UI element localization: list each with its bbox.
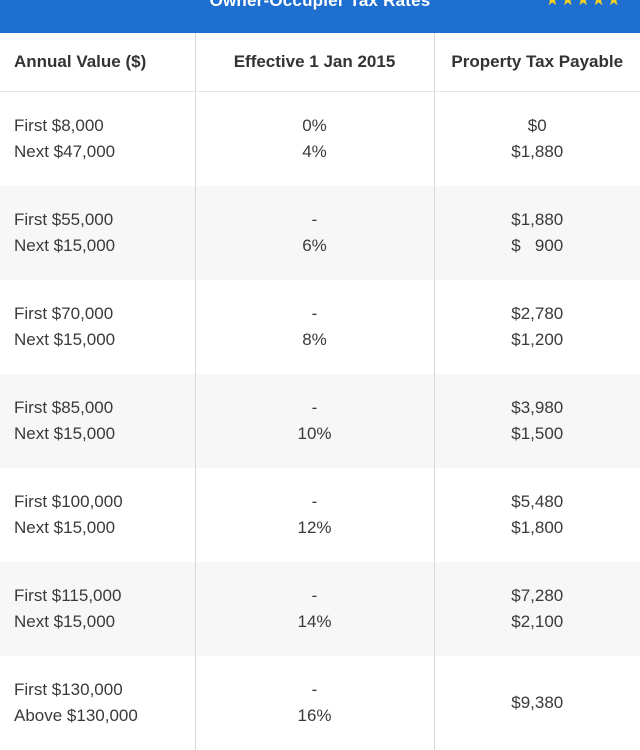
annual-value-cell-line: First $70,000 <box>14 301 195 327</box>
tax-payable-cell: $1,880$ 900 <box>434 186 640 280</box>
tax-payable-cell: $0$1,880 <box>434 92 640 187</box>
rate-cell-line: - <box>196 583 434 609</box>
annual-value-cell-line: Next $15,000 <box>14 515 195 541</box>
rate-cell-line: 6% <box>196 233 434 259</box>
annual-value-cell-line: First $100,000 <box>14 489 195 515</box>
rate-cell-line: - <box>196 677 434 703</box>
rate-cell: 0%4% <box>195 92 434 187</box>
annual-value-cell-line: Above $130,000 <box>14 703 195 729</box>
annual-value-cell-line: First $115,000 <box>14 583 195 609</box>
rate-cell-line: 8% <box>196 327 434 353</box>
rate-cell-line: 0% <box>196 113 434 139</box>
tax-payable-cell-line: $2,780 <box>435 301 640 327</box>
tax-payable-cell-line: $1,200 <box>435 327 640 353</box>
tax-payable-cell-line: $9,380 <box>435 690 640 716</box>
header-annual-value: Annual Value ($) <box>0 33 195 92</box>
rate-cell: -12% <box>195 468 434 562</box>
annual-value-cell-line: First $130,000 <box>14 677 195 703</box>
rate-cell-line: 14% <box>196 609 434 635</box>
rate-cell-line: - <box>196 489 434 515</box>
annual-value-cell-line: Next $15,000 <box>14 233 195 259</box>
title-banner: Owner-Occupier Tax Rates ★★★★★ <box>0 0 640 33</box>
tax-payable-cell: $2,780$1,200 <box>434 280 640 374</box>
tax-payable-cell: $9,380 <box>434 656 640 750</box>
rate-cell: -6% <box>195 186 434 280</box>
tax-payable-cell-line: $3,980 <box>435 395 640 421</box>
tax-rate-table: Annual Value ($) Effective 1 Jan 2015 Pr… <box>0 33 640 750</box>
tax-payable-cell: $5,480$1,800 <box>434 468 640 562</box>
annual-value-cell-line: First $8,000 <box>14 113 195 139</box>
annual-value-cell-line: Next $15,000 <box>14 327 195 353</box>
tax-payable-cell-line: $1,800 <box>435 515 640 541</box>
tax-payable-cell-line: $1,880 <box>435 207 640 233</box>
rate-cell-line: 16% <box>196 703 434 729</box>
annual-value-cell-line: First $85,000 <box>14 395 195 421</box>
rate-cell-line: - <box>196 207 434 233</box>
annual-value-cell-line: Next $15,000 <box>14 421 195 447</box>
table-header-row: Annual Value ($) Effective 1 Jan 2015 Pr… <box>0 33 640 92</box>
page-title: Owner-Occupier Tax Rates <box>0 0 640 11</box>
rate-cell: -10% <box>195 374 434 468</box>
tax-payable-cell-line: $1,500 <box>435 421 640 447</box>
header-effective-date: Effective 1 Jan 2015 <box>195 33 434 92</box>
tax-payable-cell-line: $7,280 <box>435 583 640 609</box>
header-tax-payable: Property Tax Payable <box>434 33 640 92</box>
annual-value-cell-line: Next $15,000 <box>14 609 195 635</box>
rate-cell: -14% <box>195 562 434 656</box>
annual-value-cell-line: First $55,000 <box>14 207 195 233</box>
star-decoration-icon: ★★★★★ <box>545 0 622 10</box>
rate-cell: -8% <box>195 280 434 374</box>
rate-cell-line: - <box>196 301 434 327</box>
tax-payable-cell-line: $1,880 <box>435 139 640 165</box>
tax-payable-cell: $3,980$1,500 <box>434 374 640 468</box>
annual-value-cell-line: Next $47,000 <box>14 139 195 165</box>
rate-cell: -16% <box>195 656 434 750</box>
tax-payable-cell-line: $0 <box>435 113 640 139</box>
rate-cell-line: - <box>196 395 434 421</box>
rate-cell-line: 4% <box>196 139 434 165</box>
tax-payable-cell-line: $2,100 <box>435 609 640 635</box>
tax-payable-cell-line: $5,480 <box>435 489 640 515</box>
tax-payable-cell-line: $ 900 <box>435 233 640 259</box>
rate-cell-line: 10% <box>196 421 434 447</box>
tax-payable-cell: $7,280$2,100 <box>434 562 640 656</box>
rate-cell-line: 12% <box>196 515 434 541</box>
